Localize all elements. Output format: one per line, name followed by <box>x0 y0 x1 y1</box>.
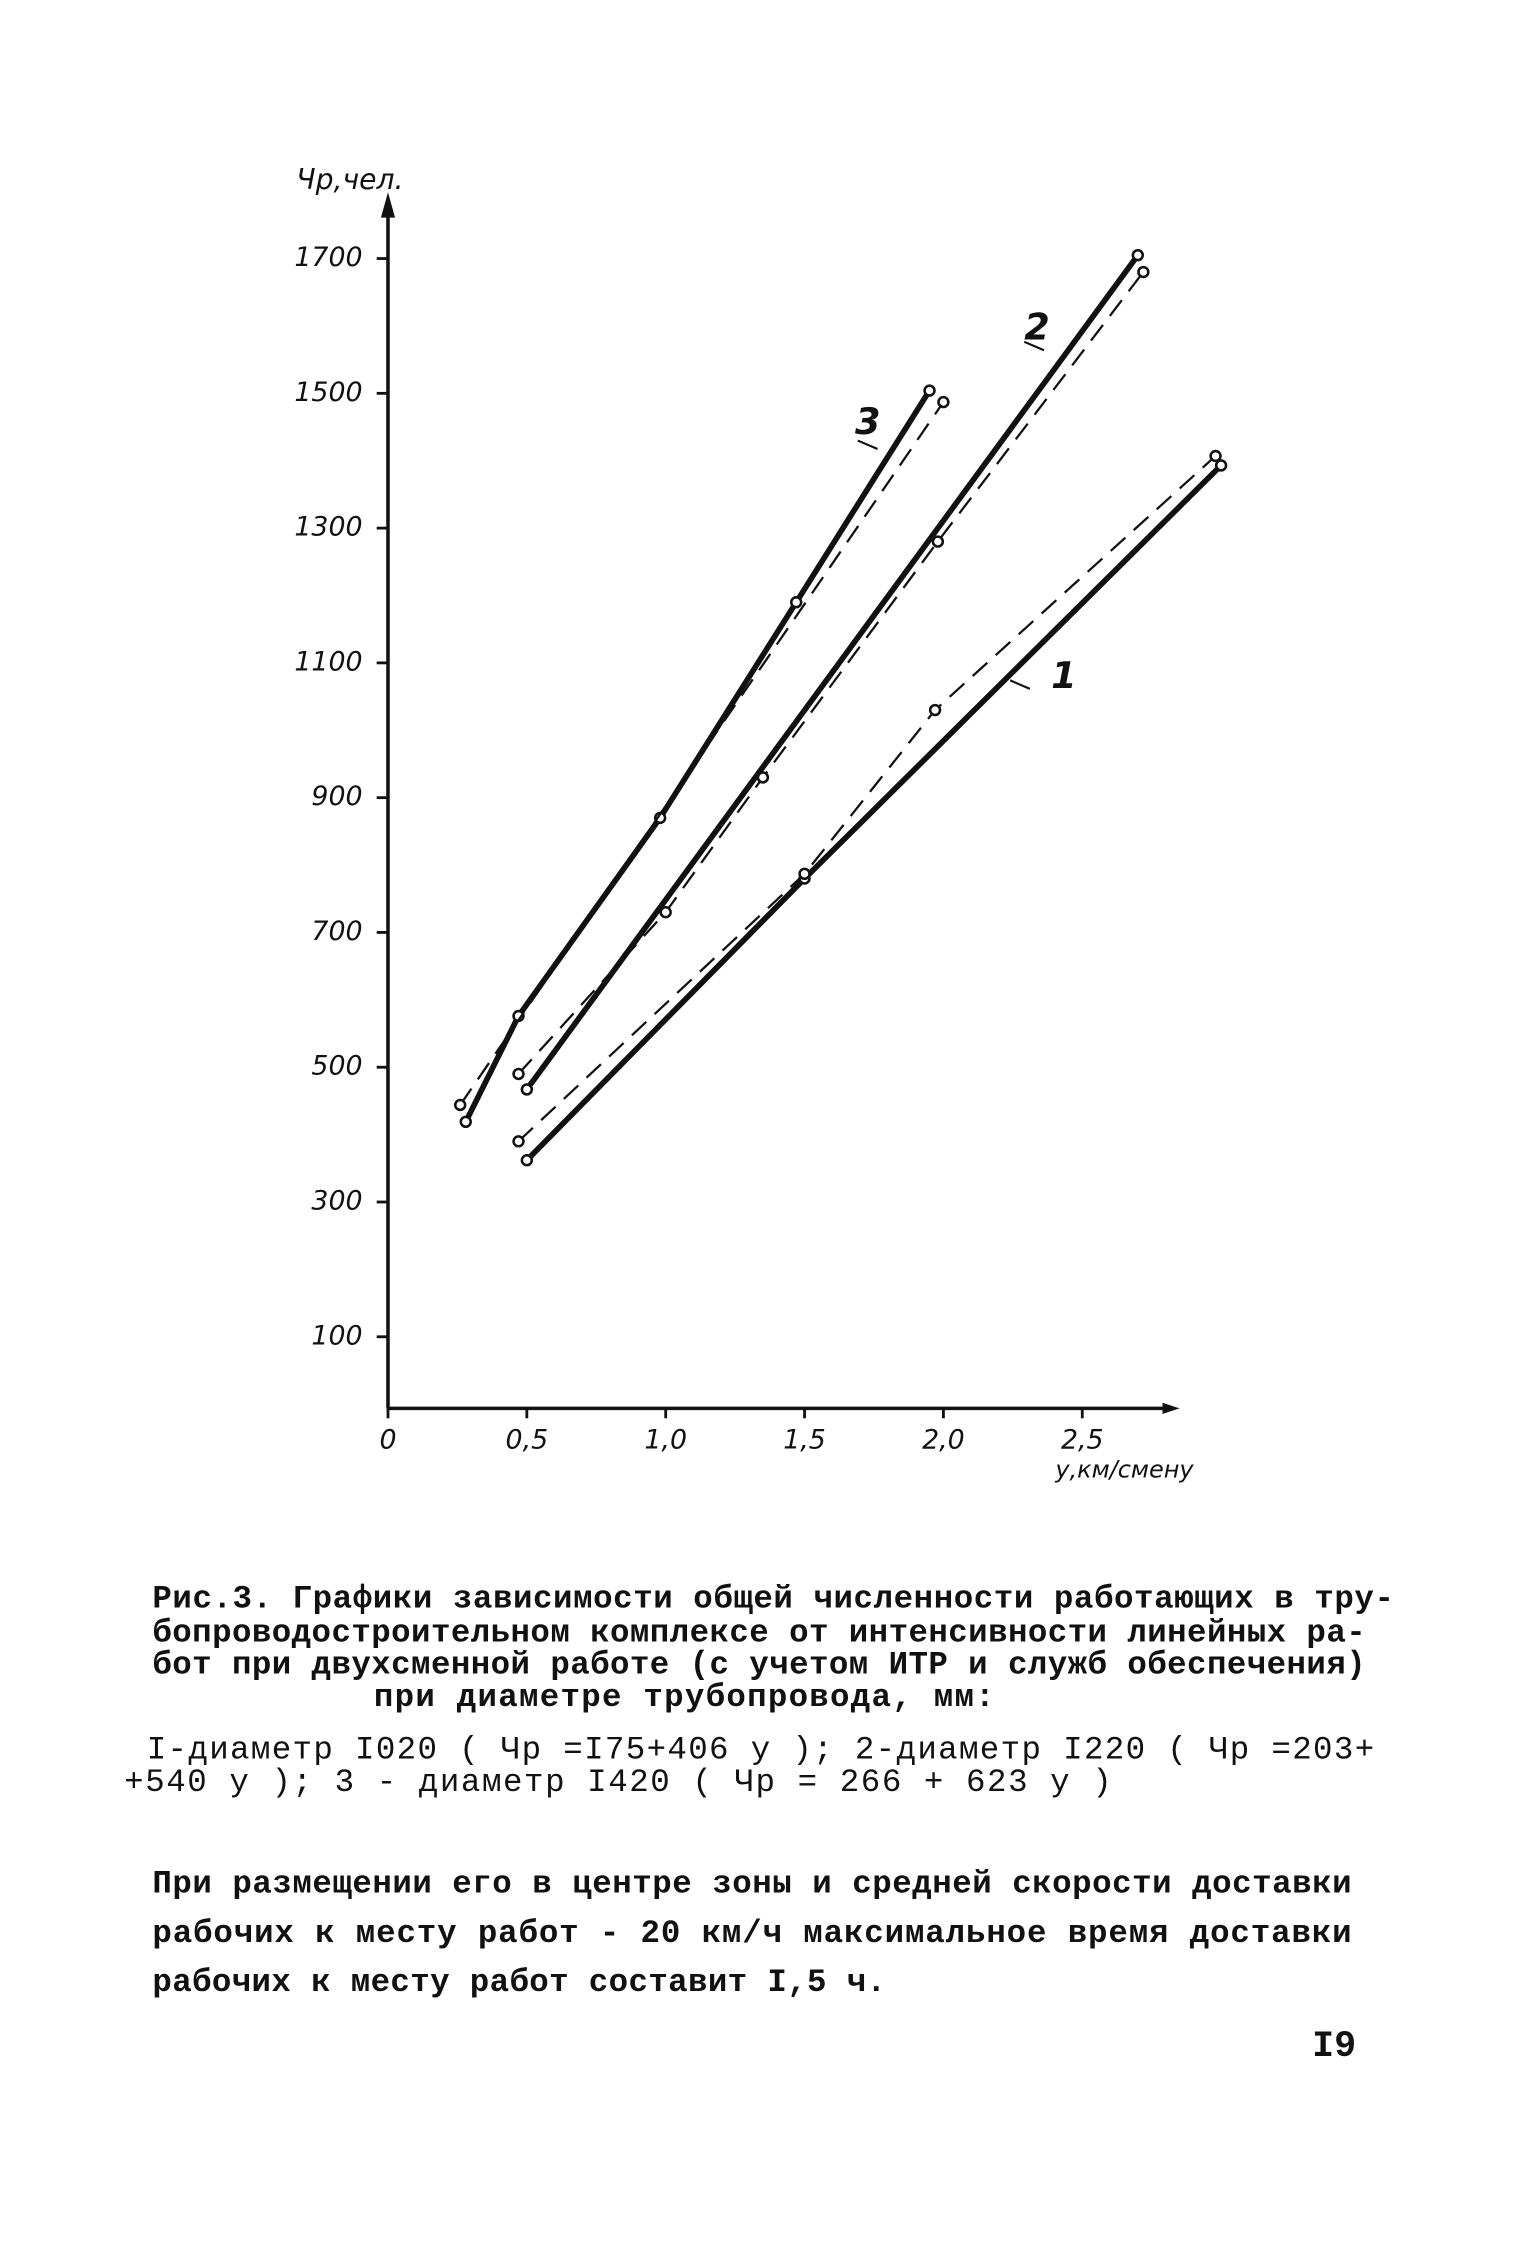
curve-label: 1 <box>1051 654 1077 697</box>
caption-line: бопроводостроительном комплексе от интен… <box>152 1614 1365 1651</box>
point <box>512 1067 525 1081</box>
point <box>520 1154 534 1167</box>
point <box>520 1083 534 1096</box>
point <box>790 596 803 609</box>
caption-line: Рис.3. Графики зависимости общей численн… <box>152 1580 1394 1617</box>
page-number: I9 <box>1312 2026 1356 2068</box>
point <box>923 384 936 397</box>
point <box>798 867 811 881</box>
x-tick-label: 2,0 <box>922 1424 965 1455</box>
point <box>453 1098 467 1112</box>
point <box>1214 459 1228 472</box>
point <box>459 1115 472 1129</box>
curve-leader <box>1023 340 1045 352</box>
x-tick-label: 1,5 <box>783 1424 826 1455</box>
y-tick-label: 1300 <box>294 512 362 543</box>
body-line: рабочих к месту работ составит I,5 ч. <box>152 1964 886 2001</box>
x-tick-label: 1,0 <box>644 1424 687 1455</box>
point <box>756 771 770 784</box>
curve-label: 3 <box>855 400 881 443</box>
point <box>1131 248 1145 262</box>
y-axis-arrow <box>380 192 396 218</box>
y-tick-label: 1500 <box>294 377 362 408</box>
y-tick-label: 900 <box>311 781 362 812</box>
y-tick-label: 500 <box>311 1051 362 1082</box>
x-axis-label: у,км/смену <box>1054 1455 1194 1483</box>
body-line: При размещении его в центре зоны и средн… <box>152 1865 1351 1902</box>
formula-line: +540 у ); 3 - диаметр I420 ( Чр = 266 + … <box>124 1764 1112 1801</box>
y-tick-label: 1100 <box>294 646 362 677</box>
y-tick-label: 100 <box>311 1320 362 1351</box>
point <box>1137 265 1150 279</box>
point <box>931 535 945 548</box>
y-axis-label: Чр,чел. <box>296 163 403 196</box>
y-tick-label: 700 <box>311 916 362 947</box>
x-axis-arrow <box>1162 1402 1180 1415</box>
body-line: рабочих к месту работ - 20 км/ч максимал… <box>152 1915 1351 1952</box>
caption-line: при диаметре трубопровода, мм: <box>374 1679 995 1716</box>
formula-line: I-диаметр I020 ( Чр =I75+406 у ); 2-диам… <box>147 1731 1374 1768</box>
x-tick-label: 0,5 <box>506 1424 549 1455</box>
x-tick-label: 2,5 <box>1061 1424 1104 1455</box>
x-tick-label: 0 <box>379 1424 396 1455</box>
point <box>1209 449 1222 463</box>
solid-line <box>524 253 1141 1092</box>
y-tick-label: 300 <box>311 1186 362 1217</box>
y-tick-label: 1700 <box>294 242 362 273</box>
caption-line: бот при двухсменной работе (с учетом ИТР… <box>152 1647 1365 1684</box>
curve-label: 2 <box>1024 306 1050 349</box>
point <box>512 1135 525 1148</box>
point <box>937 395 950 409</box>
point <box>659 906 672 919</box>
curve-leader <box>1009 679 1031 690</box>
dashed-line <box>459 401 945 1106</box>
point <box>928 703 942 717</box>
curve-leader <box>857 439 878 450</box>
dashed-line <box>517 455 1217 1143</box>
